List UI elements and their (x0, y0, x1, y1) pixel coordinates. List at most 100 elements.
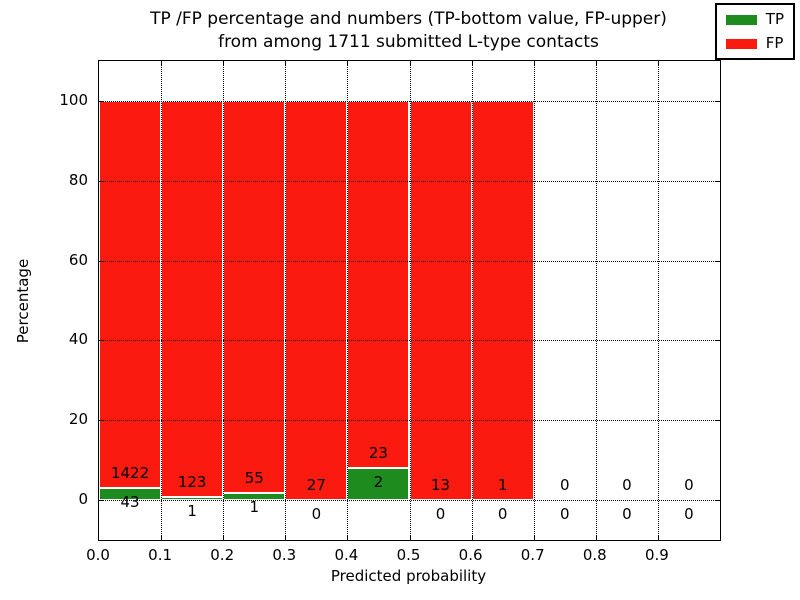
horizontal-gridline (99, 180, 720, 182)
chart-title: TP /FP percentage and numbers (TP-bottom… (98, 8, 719, 54)
y-tick-label: 60 (68, 250, 88, 269)
fp-count-label: 0 (559, 475, 570, 494)
tp-legend-swatch (725, 14, 757, 25)
tp-count-label: 0 (311, 505, 322, 524)
y-axis-tick (715, 100, 720, 102)
x-tick-label: 0.3 (272, 546, 297, 564)
tp-count-label: 1 (187, 501, 197, 520)
fp-count-label: 123 (177, 472, 207, 491)
horizontal-gridline (99, 100, 720, 102)
fp-count-label: 55 (244, 468, 264, 487)
fp-bar-segment (223, 100, 286, 493)
vertical-gridline (595, 61, 597, 540)
tp-count-label: 0 (497, 505, 508, 524)
x-tick-label: 0.9 (644, 546, 669, 564)
y-axis-label: Percentage (14, 258, 32, 344)
fp-count-label: 27 (306, 475, 326, 494)
y-axis-tick (715, 500, 720, 502)
tp-count-label: 2 (373, 473, 384, 492)
x-axis-tick (533, 535, 535, 540)
x-axis-label: Predicted probability (330, 567, 487, 585)
fp-count-label: 13 (431, 475, 451, 494)
x-axis-tick (285, 61, 287, 66)
y-tick-label: 80 (68, 170, 88, 189)
legend: TP FP (714, 3, 795, 60)
x-axis-tick (161, 535, 163, 540)
tp-bar-segment (99, 488, 162, 501)
y-tick-label: 20 (68, 410, 88, 429)
y-axis-tick (715, 340, 720, 342)
horizontal-gridline (99, 500, 720, 502)
x-axis-tick (347, 61, 349, 66)
fp-bar-segment (347, 100, 410, 469)
vertical-gridline (409, 61, 411, 540)
x-tick-label: 0.0 (86, 546, 110, 564)
y-tick-label: 100 (59, 90, 88, 109)
fp-count-label: 1422 (110, 464, 150, 483)
fp-count-label: 0 (622, 475, 632, 494)
x-axis-tick (223, 535, 225, 540)
tp-count-label: 1 (249, 497, 260, 516)
chart-title-line1: TP /FP percentage and numbers (TP-bottom… (150, 9, 667, 29)
vertical-gridline (285, 61, 287, 540)
tp-count-label: 0 (622, 505, 632, 524)
x-axis-tick (161, 61, 163, 66)
x-axis-tick (657, 535, 659, 540)
y-tick-label: 40 (68, 330, 88, 349)
legend-item-fp: FP (725, 34, 784, 52)
x-tick-label: 0.6 (458, 546, 483, 564)
horizontal-gridline (99, 420, 720, 422)
x-tick-label: 0.1 (148, 546, 173, 564)
y-axis-tick (99, 180, 104, 182)
fp-count-label: 0 (684, 475, 694, 494)
y-axis-tick (99, 420, 104, 422)
y-axis-tick (99, 100, 104, 102)
horizontal-gridline (99, 260, 720, 262)
x-tick-label: 0.4 (334, 546, 359, 564)
x-axis-tick (285, 535, 287, 540)
x-tick-label: 0.5 (396, 546, 421, 564)
x-axis-tick (409, 535, 411, 540)
x-axis-tick (595, 61, 597, 66)
fp-count-label: 23 (368, 443, 388, 462)
chart-title-line2: from among 1711 submitted L-type contact… (218, 32, 599, 52)
fp-count-label: 1 (497, 475, 508, 494)
vertical-gridline (223, 61, 225, 540)
tp-count-label: 0 (435, 505, 446, 524)
x-axis-tick (223, 61, 225, 66)
y-axis-tick (715, 260, 720, 262)
legend-item-tp: TP (725, 10, 784, 28)
x-axis-tick (471, 61, 473, 66)
tp-legend-label: TP (765, 10, 784, 28)
vertical-gridline (347, 61, 349, 540)
x-axis-tick (657, 61, 659, 66)
tp-count-label: 0 (559, 505, 570, 524)
y-axis-tick (99, 260, 104, 262)
plot-area: 1422 43 123 1 55 1 27 0 23 2 13 0 1 0 0 0 0 0 0 0 (98, 60, 721, 541)
x-axis-tick (409, 61, 411, 66)
fp-bar-segment (471, 100, 534, 501)
x-tick-label: 0.2 (210, 546, 235, 564)
vertical-gridline (533, 61, 535, 540)
x-axis-tick (595, 535, 597, 540)
horizontal-gridline (99, 340, 720, 342)
fp-bar-segment (409, 100, 472, 501)
y-axis-tick (99, 340, 104, 342)
y-tick-label: 0 (78, 490, 88, 509)
x-axis-tick (471, 535, 473, 540)
x-axis-tick (347, 535, 349, 540)
fp-legend-swatch (725, 38, 757, 49)
y-axis-tick (99, 500, 104, 502)
y-axis-tick (715, 420, 720, 422)
tp-count-label: 0 (684, 505, 694, 524)
fp-bar-segment (161, 100, 224, 497)
fp-legend-label: FP (765, 34, 784, 52)
y-axis-tick (715, 180, 720, 182)
fp-bar-segment (99, 100, 162, 489)
tp-bar-segment (347, 468, 410, 501)
vertical-gridline (657, 61, 659, 540)
vertical-gridline (161, 61, 163, 540)
x-tick-label: 0.8 (582, 546, 607, 564)
fp-bar-segment (285, 100, 348, 501)
